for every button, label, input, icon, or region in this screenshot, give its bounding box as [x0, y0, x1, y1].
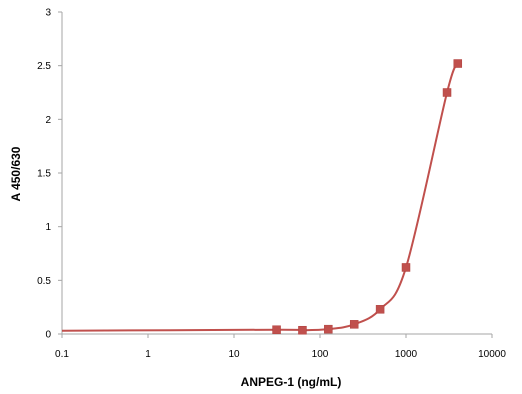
data-point — [349, 320, 359, 329]
data-point — [453, 59, 463, 68]
x-tick-label: 1 — [145, 349, 151, 360]
x-tick-label: 100 — [312, 349, 329, 360]
data-point — [375, 305, 385, 314]
fit-curve-line — [61, 63, 459, 332]
x-tick-label: 0.1 — [55, 349, 69, 360]
x-axis-title: ANPEG-1 (ng/mL) — [241, 375, 342, 389]
data-point — [272, 325, 281, 334]
y-axis-title: A 450/630 — [9, 146, 23, 201]
y-tick-label: 0 — [45, 330, 51, 341]
data-points — [272, 59, 463, 335]
y-tick-label: 2.5 — [37, 61, 51, 72]
data-point — [442, 88, 452, 97]
y-axis: 0 0.5 1 1.5 2 2.5 3 — [37, 8, 63, 341]
data-point — [298, 325, 307, 335]
x-axis: 0.1 1 10 100 1000 10000 — [55, 333, 506, 360]
y-tick-label: 2 — [45, 115, 51, 126]
x-tick-label: 10 — [228, 349, 240, 360]
fit-curve-layer — [61, 63, 459, 332]
data-point — [324, 324, 333, 334]
y-tick-label: 1 — [45, 222, 51, 233]
y-tick-label: 3 — [45, 8, 51, 19]
y-tick-label: 1.5 — [37, 169, 51, 180]
data-point — [401, 263, 411, 272]
y-tick-label: 0.5 — [37, 276, 51, 287]
x-tick-label: 10000 — [478, 349, 506, 360]
x-tick-label: 1000 — [395, 349, 418, 360]
